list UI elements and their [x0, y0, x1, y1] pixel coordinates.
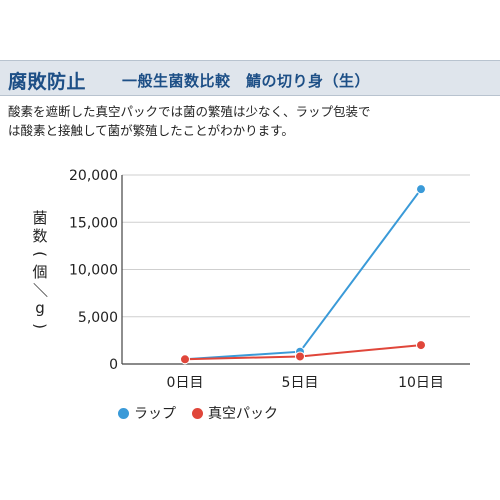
y-axis-label-char: 菌: [32, 209, 47, 227]
y-axis-label-char: (: [31, 251, 49, 257]
x-tick-labels: 0日目 5日目 10日目: [167, 375, 444, 391]
y-tick-label: 15,000: [69, 215, 118, 231]
y-axis-label-char: ／: [31, 282, 49, 297]
x-tick-label: 10日目: [398, 375, 444, 391]
x-tick-label: 5日目: [282, 375, 319, 391]
data-point-vacuum: [295, 351, 305, 362]
legend-item-vacuum: 真空パック: [192, 403, 278, 423]
y-axis-label: 菌数 ( 個／ g): [31, 209, 49, 329]
page-title: 腐敗防止: [8, 71, 87, 93]
series-lines: [180, 184, 426, 365]
y-tick-label: 20,000: [69, 168, 118, 184]
legend-marker-vacuum: [192, 407, 203, 419]
description-line-2: は酸素と接触して菌が繁殖したことがわかります。: [8, 123, 294, 138]
data-point-vacuum: [416, 340, 426, 351]
y-tick-label: 5,000: [78, 310, 118, 326]
y-axis-label-char: ): [31, 323, 49, 329]
legend-item-wrap: ラップ: [118, 403, 176, 423]
legend-label-vacuum: 真空パック: [208, 406, 278, 422]
page-subtitle: 一般生菌数比較 鯖の切り身（生）: [122, 72, 371, 90]
header-bar: 腐敗防止 一般生菌数比較 鯖の切り身（生）: [0, 60, 500, 96]
y-tick-labels: 0 5,000 10,000 15,000 20,000: [69, 168, 118, 373]
data-point-wrap: [416, 184, 426, 195]
description-text: 酸素を遮断した真空パックでは菌の繁殖は少なく、ラップ包装で は酸素と接触して菌が…: [8, 102, 496, 140]
description-line-1: 酸素を遮断した真空パックでは菌の繁殖は少なく、ラップ包装で: [8, 104, 371, 119]
y-axis-label-char: g: [35, 299, 45, 317]
x-tick-label: 0日目: [167, 375, 204, 391]
legend-marker-wrap: [118, 407, 129, 419]
chart-legend: ラップ 真空パック: [118, 403, 294, 423]
y-axis-label-char: 個: [32, 263, 47, 281]
data-point-vacuum: [180, 354, 190, 365]
y-tick-label: 0: [109, 357, 118, 373]
legend-label-wrap: ラップ: [134, 406, 176, 422]
series-line-wrap: [184, 188, 422, 361]
y-axis-label-char: 数: [32, 227, 47, 245]
y-tick-label: 10,000: [69, 263, 118, 279]
grid-lines: [122, 174, 470, 365]
